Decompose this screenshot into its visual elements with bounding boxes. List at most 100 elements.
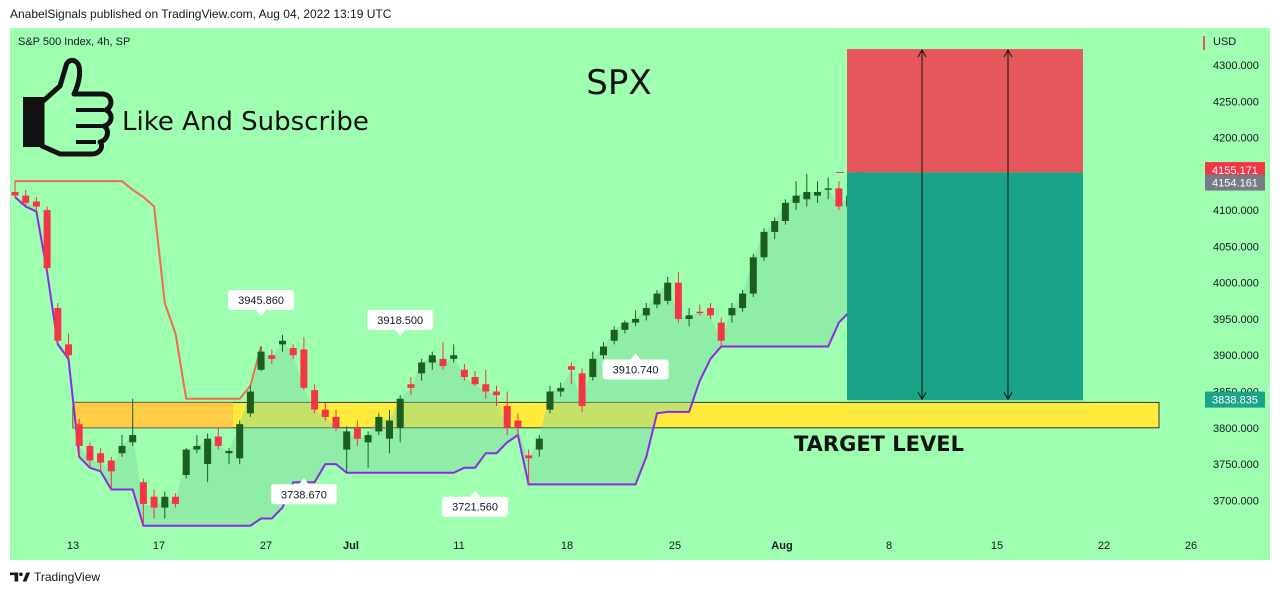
candle-body <box>204 438 212 465</box>
candle[interactable] <box>118 435 126 457</box>
candle[interactable] <box>139 478 147 526</box>
candle[interactable] <box>150 489 158 519</box>
candle[interactable] <box>257 346 265 372</box>
candle-body <box>535 438 543 450</box>
callout-label: 3945.860 <box>238 295 284 307</box>
candle[interactable] <box>685 308 693 327</box>
candle[interactable] <box>696 304 704 316</box>
candle[interactable] <box>717 317 725 347</box>
currency-label[interactable]: USD <box>1213 36 1236 48</box>
x-tick-label: 17 <box>153 540 165 552</box>
candle[interactable] <box>32 197 40 212</box>
candle[interactable] <box>728 303 736 323</box>
candle-body <box>685 315 693 319</box>
candle[interactable] <box>375 413 383 436</box>
callout-box <box>228 289 295 310</box>
candle[interactable] <box>161 491 169 519</box>
price-tag-bg <box>1205 174 1265 191</box>
candle[interactable] <box>589 351 597 381</box>
candle[interactable] <box>65 333 72 359</box>
candle[interactable] <box>300 337 308 391</box>
candle[interactable] <box>321 402 329 421</box>
price-tag-label: 3838.835 <box>1212 395 1258 407</box>
candle[interactable] <box>567 362 575 385</box>
candle[interactable] <box>214 427 222 450</box>
candle[interactable] <box>610 326 618 345</box>
candle[interactable] <box>482 369 490 399</box>
candle[interactable] <box>129 398 137 446</box>
candle[interactable] <box>279 334 286 352</box>
candle[interactable] <box>11 181 19 198</box>
candle[interactable] <box>172 493 179 508</box>
candle[interactable] <box>418 358 426 381</box>
candle[interactable] <box>503 391 511 436</box>
candle[interactable] <box>653 289 661 309</box>
y-tick-label: 4100.000 <box>1213 205 1259 217</box>
candle[interactable] <box>664 276 672 305</box>
candle[interactable] <box>535 435 543 457</box>
candle-body <box>439 358 447 367</box>
candle[interactable] <box>707 303 714 319</box>
candle[interactable] <box>621 320 629 334</box>
chart-area[interactable]: 3945.860 3918.500 3910.740 3738.670 3721.560… <box>10 28 1270 560</box>
candle[interactable] <box>246 385 254 417</box>
candle[interactable] <box>824 177 832 200</box>
candle-body <box>375 416 383 432</box>
candle[interactable] <box>450 344 458 363</box>
candle[interactable] <box>739 289 747 312</box>
candle[interactable] <box>225 448 233 465</box>
candle[interactable] <box>814 181 821 203</box>
candle[interactable] <box>86 442 94 468</box>
candle[interactable] <box>107 456 115 490</box>
candle[interactable] <box>792 181 800 211</box>
candle[interactable] <box>674 271 682 323</box>
chart-svg[interactable]: 3945.860 3918.500 3910.740 3738.670 3721.560… <box>10 28 1270 560</box>
candle-body <box>300 349 308 388</box>
candle[interactable] <box>268 349 276 364</box>
tradingview-brand[interactable]: TradingView <box>34 570 101 584</box>
candle-body <box>749 257 757 294</box>
candle[interactable] <box>835 181 843 211</box>
candle-body <box>450 355 458 359</box>
candle[interactable] <box>803 173 811 207</box>
candle[interactable] <box>428 351 436 370</box>
candle[interactable] <box>54 303 62 345</box>
candle[interactable] <box>578 368 586 412</box>
candle[interactable] <box>600 342 607 359</box>
candle[interactable] <box>749 253 757 298</box>
candle[interactable] <box>514 413 522 436</box>
candle[interactable] <box>204 433 212 483</box>
candle[interactable] <box>525 449 533 485</box>
candle[interactable] <box>386 409 393 454</box>
candle[interactable] <box>364 431 372 468</box>
candle[interactable] <box>193 435 201 454</box>
candle-body <box>771 221 779 232</box>
candle[interactable] <box>557 382 565 397</box>
candle[interactable] <box>396 395 404 443</box>
candle[interactable] <box>632 310 640 327</box>
callout-pointer <box>298 478 309 485</box>
candle[interactable] <box>236 420 244 465</box>
candle[interactable] <box>343 426 351 473</box>
candle[interactable] <box>22 189 30 207</box>
candle[interactable] <box>97 448 105 472</box>
callout-box <box>270 484 337 505</box>
candle[interactable] <box>781 199 789 225</box>
candle[interactable] <box>439 342 447 370</box>
candle[interactable] <box>493 385 500 407</box>
candle[interactable] <box>760 228 768 261</box>
candle[interactable] <box>460 363 468 381</box>
candle[interactable] <box>471 371 479 386</box>
candle[interactable] <box>311 384 319 414</box>
candle[interactable] <box>332 409 340 432</box>
price-tag: 3838.835 <box>1205 391 1265 408</box>
candle[interactable] <box>642 303 650 321</box>
candle[interactable] <box>43 206 51 272</box>
candle[interactable] <box>546 385 554 414</box>
candle[interactable] <box>289 344 297 359</box>
candle[interactable] <box>75 419 83 457</box>
candle[interactable] <box>353 420 361 446</box>
candle[interactable] <box>771 217 779 240</box>
candle[interactable] <box>407 377 415 396</box>
candle[interactable] <box>182 448 190 479</box>
